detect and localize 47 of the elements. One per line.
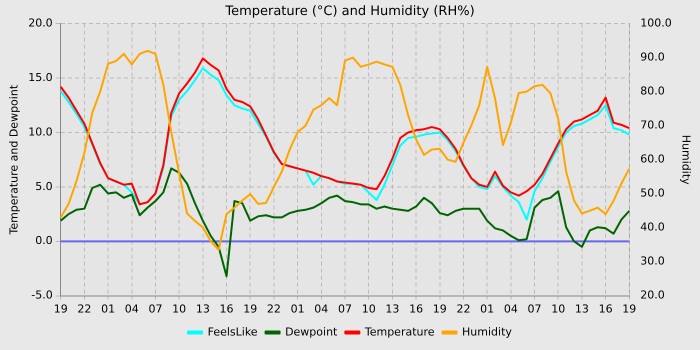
x-tick-label: 10 <box>362 302 376 316</box>
x-tick-label: 04 <box>124 302 139 316</box>
legend-label: FeelsLike <box>208 325 258 338</box>
y2-tick-label: 70.0 <box>640 118 665 132</box>
x-tick-label: 19 <box>54 302 68 316</box>
y2-tick-label: 90.0 <box>640 50 665 64</box>
x-tick-label: 01 <box>101 302 116 316</box>
x-tick-label: 16 <box>220 302 234 316</box>
y-axis-title: Temperature and Dewpoint <box>7 84 20 236</box>
legend-label: Temperature <box>364 325 435 338</box>
y-tick-label: 20.0 <box>28 16 53 30</box>
legend-label: Dewpoint <box>285 325 338 338</box>
x-tick-label: 07 <box>148 302 162 316</box>
legend-label: Humidity <box>462 325 512 338</box>
x-tick-label: 10 <box>172 302 186 316</box>
x-tick-label: 16 <box>598 302 613 316</box>
x-tick-label: 13 <box>574 302 589 316</box>
x-tick-label: 22 <box>77 302 92 316</box>
y-tick-label: -5.0 <box>31 288 53 302</box>
x-tick-label: 13 <box>385 302 400 316</box>
x-tick-label: 19 <box>432 302 447 316</box>
x-tick-label: 10 <box>551 302 566 316</box>
x-tick-label: 22 <box>456 302 470 316</box>
x-tick-label: 22 <box>266 302 281 316</box>
x-tick-label: 13 <box>196 302 210 316</box>
y-tick-label: 15.0 <box>28 70 53 84</box>
x-tick-label: 19 <box>243 302 258 316</box>
y-tick-label: 0.0 <box>35 234 53 248</box>
y-tick-label: 10.0 <box>28 125 53 138</box>
y2-tick-label: 30.0 <box>640 254 665 268</box>
y2-axis-title: Humidity <box>680 134 693 186</box>
y2-tick-label: 50.0 <box>640 186 665 200</box>
y-tick-label: 5.0 <box>35 180 53 193</box>
x-tick-label: 07 <box>528 302 542 316</box>
y2-tick-label: 100.0 <box>640 16 672 30</box>
y2-tick-label: 80.0 <box>640 84 665 98</box>
x-tick-label: 16 <box>409 302 424 316</box>
x-tick-label: 01 <box>480 302 494 316</box>
x-tick-label: 01 <box>290 302 305 316</box>
x-tick-label: 04 <box>504 302 518 316</box>
chart-title: Temperature (°C) and Humidity (RH%) <box>224 4 475 20</box>
x-tick-label: 07 <box>338 302 352 316</box>
y2-tick-label: 20.0 <box>640 288 665 302</box>
x-tick-label: 19 <box>622 302 636 316</box>
x-tick-label: 04 <box>314 302 328 316</box>
y2-tick-label: 40.0 <box>640 220 665 234</box>
y2-tick-label: 60.0 <box>640 152 665 166</box>
